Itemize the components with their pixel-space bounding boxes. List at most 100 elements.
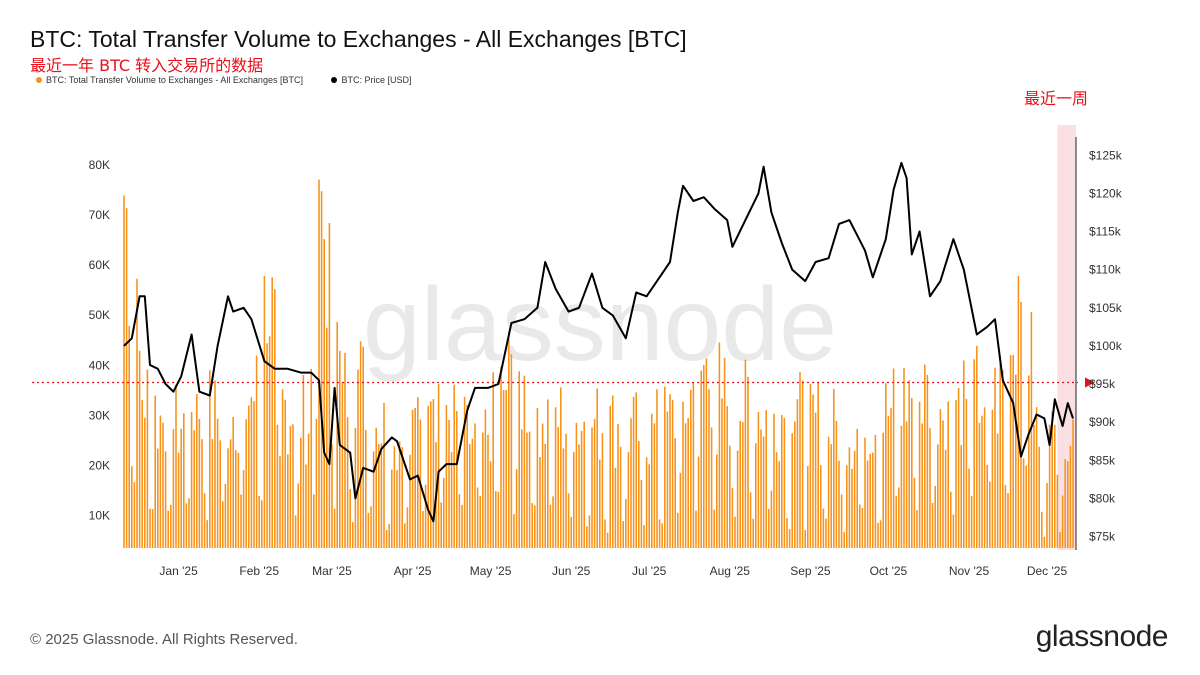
- volume-bar: [939, 409, 942, 548]
- volume-bar: [375, 427, 377, 548]
- volume-bar: [372, 451, 375, 548]
- volume-bar: [799, 372, 801, 548]
- legend-item-price[interactable]: BTC: Price [USD]: [331, 75, 411, 85]
- volume-bar: [692, 382, 695, 548]
- volume-bar: [1007, 493, 1009, 548]
- volume-bar: [131, 466, 133, 548]
- volume-bar: [864, 437, 866, 548]
- volume-bar: [305, 464, 307, 548]
- volume-bar: [690, 389, 692, 548]
- volume-bar: [385, 530, 388, 548]
- volume-bar: [1061, 495, 1064, 548]
- chart-subtitle: 最近一年 BTC 转入交易所的数据: [30, 56, 264, 75]
- volume-bar: [833, 389, 835, 548]
- volume-bar: [838, 460, 840, 548]
- volume-bar: [177, 452, 180, 548]
- volume-bar: [427, 405, 429, 548]
- volume-bar: [424, 484, 427, 548]
- volume-bar: [242, 470, 245, 548]
- volume-bar: [289, 426, 292, 548]
- volume-bar: [635, 392, 637, 548]
- volume-bar: [625, 499, 627, 548]
- volume-bar: [266, 343, 268, 548]
- volume-bar: [292, 424, 294, 548]
- volume-bar: [318, 179, 320, 548]
- volume-bar: [235, 450, 237, 548]
- volume-bar: [310, 368, 312, 548]
- volume-bar: [916, 510, 918, 548]
- y-right-tick: $125k: [1089, 148, 1123, 162]
- volume-bar: [570, 517, 572, 548]
- volume-bar: [138, 350, 141, 548]
- volume-bar: [739, 420, 741, 548]
- volume-bar: [638, 441, 640, 548]
- volume-bar: [757, 412, 760, 548]
- volume-bar: [713, 509, 715, 548]
- volume-bar: [349, 489, 351, 548]
- volume-bar: [479, 495, 481, 548]
- volume-bar: [531, 503, 533, 548]
- volume-bar: [279, 456, 281, 548]
- volume-bar: [471, 438, 474, 548]
- legend-item-volume[interactable]: BTC: Total Transfer Volume to Exchanges …: [36, 75, 303, 85]
- volume-bar: [970, 495, 973, 548]
- volume-bar: [300, 437, 302, 548]
- volume-bar: [513, 514, 515, 548]
- volume-bar: [788, 529, 791, 548]
- volume-bar: [937, 444, 939, 548]
- volume-bar: [190, 412, 193, 548]
- volume-bar: [502, 390, 505, 548]
- volume-bar: [651, 413, 653, 548]
- volume-bar: [1002, 370, 1004, 548]
- volume-bar: [749, 492, 752, 548]
- volume-bar: [640, 479, 643, 548]
- volume-bar: [523, 375, 526, 548]
- volume-bar: [339, 350, 341, 548]
- brand-logo: glassnode: [1035, 620, 1169, 653]
- x-tick: Aug '25: [710, 564, 751, 578]
- volume-bar: [674, 438, 676, 548]
- volume-bar: [404, 523, 406, 548]
- legend: BTC: Total Transfer Volume to Exchanges …: [36, 75, 437, 85]
- volume-bar: [882, 432, 884, 548]
- volume-bar: [281, 389, 284, 548]
- volume-bar: [801, 380, 804, 548]
- volume-bar: [302, 375, 305, 548]
- volume-bar: [994, 367, 996, 548]
- volume-bar: [963, 360, 965, 548]
- volume-bar: [406, 507, 409, 548]
- volume-bar: [521, 429, 523, 548]
- volume-bar: [950, 491, 952, 548]
- volume-bar: [973, 359, 975, 548]
- legend-swatch-volume: [36, 77, 42, 83]
- volume-bar: [456, 411, 458, 548]
- y-left-tick: 50K: [89, 308, 110, 322]
- volume-bar: [812, 394, 814, 548]
- volume-bar: [476, 487, 479, 548]
- volume-bar: [1009, 355, 1012, 548]
- volume-bar: [1020, 301, 1022, 548]
- volume-bar: [268, 336, 271, 548]
- y-right-tick: $95k: [1089, 377, 1116, 391]
- y-left-tick: 10K: [89, 508, 110, 522]
- volume-bar: [960, 445, 962, 548]
- volume-bar: [391, 469, 393, 548]
- volume-bar: [991, 409, 994, 548]
- volume-bar: [170, 504, 172, 548]
- volume-bar: [586, 526, 588, 548]
- y-right-tick: $100k: [1089, 339, 1123, 353]
- volume-bar: [710, 427, 713, 548]
- volume-bar: [378, 444, 380, 548]
- volume-bar: [773, 413, 775, 548]
- volume-bar: [315, 418, 318, 548]
- volume-bar: [229, 439, 232, 548]
- volume-bar: [331, 444, 333, 548]
- volume-bar: [534, 505, 536, 548]
- volume-bar: [432, 399, 435, 548]
- volume-bar: [580, 431, 583, 548]
- volume-bar: [578, 444, 580, 548]
- y-axis-right: $75k $80k $85k $90k $95k $100k $105k $110k $115k…: [1089, 148, 1123, 543]
- volume-bar: [978, 422, 981, 548]
- volume-bar: [1012, 354, 1014, 548]
